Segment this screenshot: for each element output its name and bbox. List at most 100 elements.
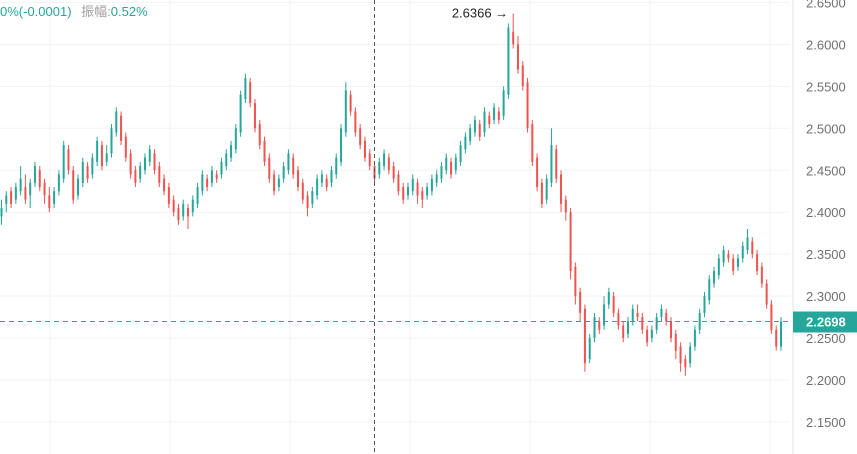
candle-body [10, 191, 13, 204]
candle-body [100, 145, 103, 167]
price-change-text: 0%(-0.0001) [0, 4, 72, 19]
candle-body [244, 77, 247, 99]
candle-body [268, 157, 271, 179]
candle-body [368, 153, 371, 167]
candle-body [129, 153, 132, 175]
candle-body [583, 308, 586, 364]
candle-body [120, 115, 123, 141]
candle-body [363, 140, 366, 158]
candle-body [225, 153, 228, 167]
candle-body [497, 111, 500, 120]
candle-body [751, 241, 754, 255]
y-tick-label: 2.2500 [806, 331, 846, 346]
candle-body [249, 82, 252, 104]
amplitude-label: 振幅: [81, 4, 111, 19]
candle-body [693, 329, 696, 347]
candle-body [282, 166, 285, 179]
candle-body [311, 191, 314, 204]
candle-body [655, 317, 658, 330]
candle-body [263, 140, 266, 162]
candle-body [588, 338, 591, 360]
y-tick-label: 2.2000 [806, 373, 846, 388]
candle-body [14, 187, 17, 200]
y-tick-label: 2.6500 [806, 0, 846, 10]
candle-body [469, 128, 472, 141]
candle-body [292, 157, 295, 175]
candle-body [316, 178, 319, 196]
candle-body [445, 157, 448, 171]
candle-body [273, 174, 276, 192]
candle-body [344, 90, 347, 133]
candle-body [607, 291, 610, 305]
candle-body [67, 149, 70, 171]
candle-body [411, 178, 414, 192]
candle-body [598, 321, 601, 330]
y-tick-label: 2.1500 [806, 415, 846, 430]
candle-body [540, 182, 543, 204]
candle-body [756, 254, 759, 271]
candle-body [564, 199, 567, 213]
candle-body [689, 346, 692, 364]
candle-body [134, 170, 137, 183]
y-tick-label: 2.4000 [806, 205, 846, 220]
candle-body [736, 258, 739, 267]
candle-body [708, 279, 711, 301]
candle-body [258, 124, 261, 146]
candle-body [440, 166, 443, 179]
candle-body [435, 174, 438, 183]
candle-body [488, 115, 491, 125]
candle-body [526, 82, 529, 129]
current-price-tag [793, 311, 857, 333]
candle-body [464, 136, 467, 150]
candle-body [201, 174, 204, 192]
candle-body [579, 291, 582, 313]
candle-body [622, 325, 625, 339]
candle-body [521, 65, 524, 87]
candle-body [765, 283, 768, 305]
candle-body [555, 149, 558, 179]
candle-body [172, 199, 175, 213]
candle-body [392, 166, 395, 179]
candle-body [703, 296, 706, 313]
candle-body [650, 329, 653, 339]
candle-body [473, 119, 476, 133]
candle-body [373, 166, 376, 179]
candle-body [636, 312, 639, 318]
candle-body [163, 178, 166, 192]
candle-body [507, 27, 510, 95]
candle-body [62, 145, 65, 179]
candle-body [349, 94, 352, 112]
candle-body [167, 187, 170, 204]
candle-body [33, 166, 36, 183]
overlays: 2.6366 → [0, 0, 790, 454]
candle-body [143, 157, 146, 171]
candle-body [775, 329, 778, 347]
candle-body [722, 249, 725, 263]
candle-body [234, 128, 237, 150]
candle-body [516, 44, 519, 70]
candle-body [421, 191, 424, 200]
candle-body [359, 128, 362, 146]
candle-body [105, 153, 108, 162]
candle-body [57, 174, 60, 192]
candle-body [158, 166, 161, 183]
candle-body [220, 161, 223, 175]
candle-body [148, 149, 151, 162]
candle-body [296, 170, 300, 188]
candle-body [416, 182, 419, 196]
candle-body [38, 170, 41, 188]
y-tick-label: 2.4500 [806, 163, 846, 178]
candle-body [478, 124, 481, 137]
candle-body [77, 178, 80, 196]
candle-body [110, 128, 113, 154]
candle-body [215, 174, 218, 179]
high-price-marker: 2.6366 → [452, 6, 508, 21]
candle-body [239, 94, 242, 133]
candle-body [19, 178, 22, 192]
candle-body [612, 296, 615, 313]
candle-body [674, 333, 677, 351]
price-axis[interactable]: 2.10002.15002.20002.25002.30002.35002.40… [792, 0, 857, 454]
candle-body [454, 157, 457, 171]
candle-body [354, 111, 357, 133]
